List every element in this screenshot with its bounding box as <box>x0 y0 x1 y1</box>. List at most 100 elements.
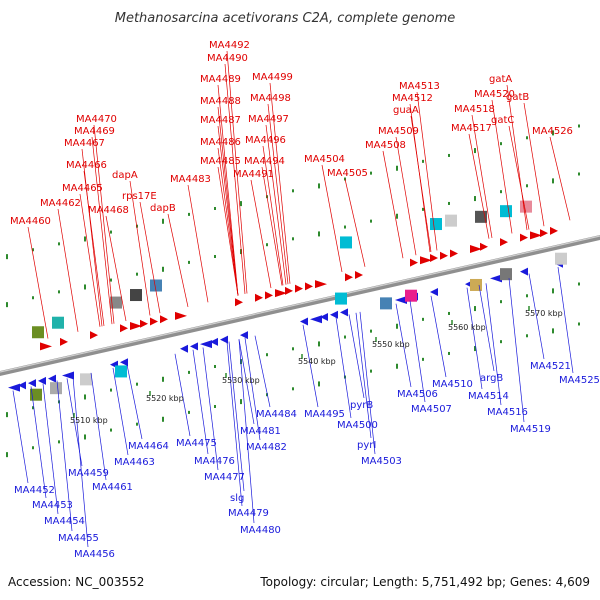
forward-gene-label: dapB <box>150 203 176 214</box>
forward-leader-line <box>523 102 545 227</box>
forward-gene-arrow <box>305 282 313 291</box>
forward-gene-label: MA4489 <box>200 74 241 85</box>
tick-mark <box>370 329 372 333</box>
tick-mark <box>266 353 268 357</box>
forward-gene-arrow <box>550 226 558 235</box>
tick-mark <box>448 311 450 315</box>
feature-box <box>335 292 347 305</box>
reverse-gene-arrow <box>210 337 218 346</box>
reverse-gene-arrow <box>62 371 74 380</box>
tick-mark <box>162 416 164 422</box>
tick-mark <box>318 341 320 347</box>
forward-gene-label: MA4460 <box>10 216 51 227</box>
reverse-gene-label: MA4475 <box>176 438 217 449</box>
tick-mark <box>32 446 34 450</box>
tick-mark <box>578 322 580 326</box>
tick-mark <box>58 290 60 294</box>
feature-box <box>340 236 352 249</box>
forward-leader-line <box>217 166 239 296</box>
reverse-gene-label: pyrI <box>357 440 376 451</box>
reverse-gene-arrow <box>430 288 438 297</box>
tick-mark <box>110 230 112 234</box>
forward-gene-label: MA4517 <box>451 123 492 134</box>
tick-mark <box>84 236 86 242</box>
tick-mark <box>422 159 424 163</box>
reverse-gene-arrow <box>200 340 212 349</box>
forward-gene-arrow <box>40 342 52 351</box>
tick-mark <box>500 300 502 304</box>
forward-gene-arrow <box>315 280 327 289</box>
forward-gene-label: MA4462 <box>40 198 81 209</box>
tick-mark <box>6 302 8 308</box>
reverse-leader-line <box>430 295 447 378</box>
tick-mark <box>58 440 60 444</box>
tick-mark <box>448 201 450 205</box>
forward-leader-line <box>139 201 161 314</box>
reverse-leader-line <box>226 342 243 507</box>
reverse-leader-line <box>355 312 372 439</box>
forward-gene-arrow <box>175 311 187 320</box>
reverse-leader-line <box>126 364 143 440</box>
reverse-gene-label: MA4452 <box>14 485 55 496</box>
feature-box <box>150 279 162 292</box>
reverse-gene-label: MA4463 <box>114 457 155 468</box>
forward-gene-arrow <box>90 331 98 340</box>
reverse-gene-label: MA4495 <box>304 409 345 420</box>
reverse-gene-label: MA4480 <box>240 525 281 536</box>
forward-leader-line <box>261 166 283 286</box>
reverse-leader-line <box>112 367 129 456</box>
forward-gene-label: MA4518 <box>454 104 495 115</box>
forward-leader-lines <box>27 50 571 339</box>
reverse-gene-arrow <box>330 310 338 319</box>
reverse-leader-line <box>72 376 89 548</box>
forward-gene-arrow <box>140 319 148 328</box>
forward-leader-line <box>549 136 571 221</box>
forward-leader-line <box>321 164 343 273</box>
reverse-gene-arrow <box>220 335 228 344</box>
feature-box <box>470 278 482 291</box>
reverse-leader-line <box>478 284 495 372</box>
forward-gene-label: MA4469 <box>74 126 115 137</box>
tick-mark <box>110 278 112 282</box>
reverse-leader-line <box>508 278 525 423</box>
reverse-gene-arrow <box>180 344 188 353</box>
reverse-gene-label: MA4454 <box>44 516 85 527</box>
forward-gene-arrow <box>120 324 128 333</box>
tick-mark <box>422 317 424 321</box>
reverse-leader-line <box>238 339 255 524</box>
reverse-gene-arrow <box>395 295 407 304</box>
tick-mark <box>240 399 242 405</box>
tick-mark <box>396 323 398 329</box>
reverse-leader-line <box>335 317 352 419</box>
tick-mark <box>162 266 164 272</box>
feature-box <box>110 296 122 309</box>
tick-mark <box>396 165 398 171</box>
reverse-leader-line <box>202 347 219 471</box>
tick-mark <box>110 428 112 432</box>
reverse-gene-label: MA4503 <box>361 456 402 467</box>
reverse-leader-lines <box>12 266 574 548</box>
forward-leader-line <box>508 125 530 230</box>
forward-gene-arrow <box>355 271 363 280</box>
feature-box <box>405 289 417 302</box>
reverse-gene-labels: MA4452 MA4453 MA4454 MA4455 MA4456 MA4459 MA44… <box>14 361 600 560</box>
forward-gene-arrow <box>160 315 168 324</box>
forward-leader-line <box>265 124 287 285</box>
tick-mark <box>188 260 190 264</box>
reverse-gene-label: slg <box>230 493 244 504</box>
reverse-gene-arrow <box>240 331 248 340</box>
tick-mark <box>240 201 242 207</box>
tick-mark <box>292 387 294 391</box>
reverse-gene-arrow <box>300 317 308 326</box>
forward-leader-line <box>344 178 366 267</box>
tick-mark <box>214 206 216 210</box>
reverse-leader-line <box>228 341 245 492</box>
reverse-gene-arrow <box>28 379 36 388</box>
forward-gene-arrow <box>420 256 432 265</box>
reverse-gene-arrow <box>190 342 198 351</box>
forward-leader-line <box>382 150 404 259</box>
forward-gene-label: gatC <box>491 115 514 126</box>
forward-gene-arrow <box>130 322 142 331</box>
feature-box <box>555 252 567 265</box>
tick-mark <box>474 148 476 154</box>
